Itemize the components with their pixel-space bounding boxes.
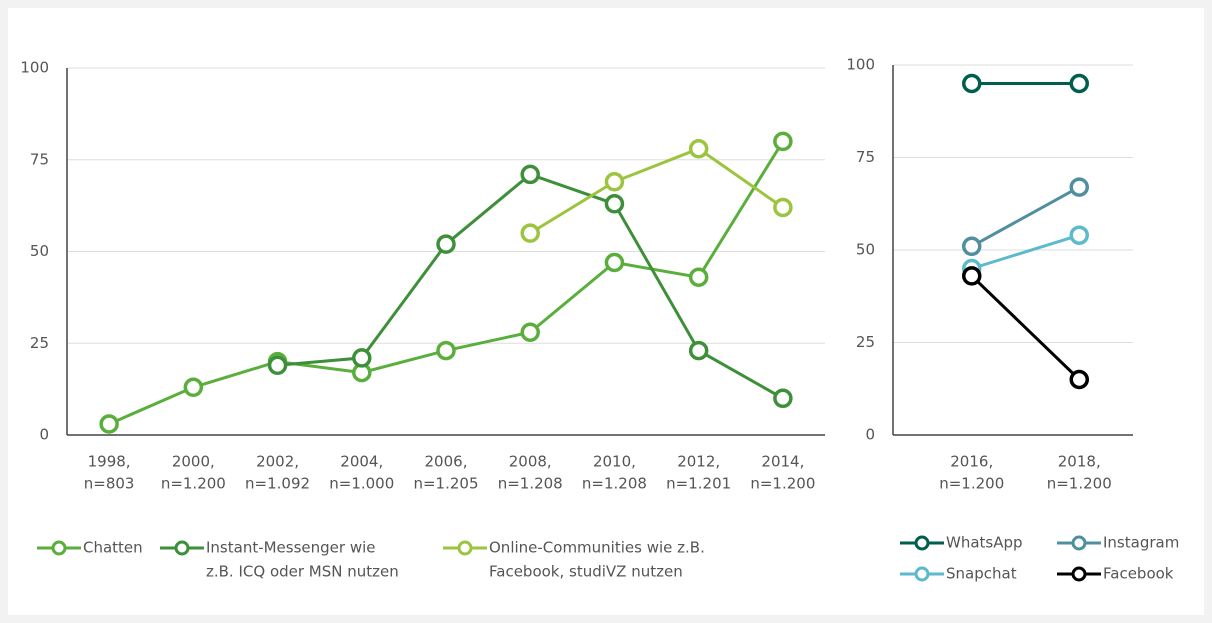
data-point [1069, 369, 1089, 390]
x-tick-label: 2014, [761, 453, 804, 471]
legend-key [914, 535, 930, 551]
data-point [962, 236, 982, 257]
data-point [604, 252, 625, 273]
x-tick-label: n=1.208 [498, 475, 563, 493]
x-tick-label: 2006, [425, 453, 468, 471]
data-point [1069, 177, 1089, 197]
data-point [520, 223, 540, 243]
legend-key [174, 540, 190, 556]
x-tick-label: 2000, [172, 453, 215, 471]
data-point [688, 340, 709, 361]
legend-label: Online-Communities wie z.B. [489, 539, 705, 557]
x-tick-label: n=1.200 [750, 475, 815, 493]
legend-label: Instagram [1103, 534, 1179, 552]
x-tick-label: 2010, [593, 453, 636, 471]
y-tick-label: 75 [30, 150, 49, 168]
x-tick-label: 1998, [88, 453, 131, 471]
data-point [99, 414, 119, 434]
panel [8, 8, 1204, 615]
data-point [688, 138, 709, 159]
data-point [520, 164, 540, 185]
x-tick-label: n=1.200 [1047, 475, 1112, 493]
series-line [529, 147, 784, 235]
data-point [604, 194, 625, 214]
x-tick-label: 2008, [509, 453, 552, 471]
data-point [352, 348, 372, 368]
x-tick-label: n=1.092 [245, 475, 310, 493]
y-tick-label: 0 [39, 426, 49, 444]
data-point [962, 266, 982, 286]
y-tick-label: 100 [20, 59, 49, 77]
data-point [688, 267, 709, 287]
x-tick-label: 2002, [256, 453, 299, 471]
series-line [971, 233, 1080, 270]
y-tick-label: 0 [865, 426, 875, 444]
x-tick-label: 2012, [677, 453, 720, 471]
y-tick-label: 100 [846, 56, 875, 74]
legend-key [457, 540, 473, 556]
data-point [183, 377, 204, 398]
data-point [773, 197, 793, 218]
data-point [1069, 225, 1089, 245]
x-tick-label: n=1.200 [939, 475, 1004, 493]
data-point [773, 388, 793, 409]
x-tick-label: n=1.208 [582, 475, 647, 493]
data-point [962, 73, 982, 94]
legend-label: Facebook, studiVZ nutzen [489, 563, 683, 581]
x-tick-label: n=1.201 [666, 475, 731, 493]
y-tick-label: 25 [30, 334, 49, 352]
legend-label: Snapchat [946, 565, 1017, 583]
x-tick-label: 2016, [950, 453, 993, 471]
y-tick-label: 25 [856, 333, 875, 351]
data-point [773, 131, 793, 152]
y-tick-label: 50 [30, 242, 49, 260]
y-tick-label: 50 [856, 241, 875, 259]
data-point [520, 322, 540, 342]
x-tick-label: n=1.000 [329, 475, 394, 493]
legend-key [914, 566, 930, 582]
legend-key [1071, 535, 1087, 551]
legend-label: z.B. ICQ oder MSN nutzen [206, 563, 399, 581]
x-tick-label: 2018, [1058, 453, 1101, 471]
x-tick-label: n=1.205 [413, 475, 478, 493]
legend-label: Instant-Messenger wie [206, 539, 376, 557]
x-tick-label: n=1.200 [161, 475, 226, 493]
series-line [971, 185, 1080, 248]
data-point [1069, 73, 1089, 94]
data-point [436, 340, 456, 361]
series-line [970, 274, 1081, 381]
x-tick-label: 2004, [340, 453, 383, 471]
legend-key [51, 540, 67, 556]
x-tick-label: n=803 [84, 475, 135, 493]
legend-key [1071, 566, 1087, 582]
y-tick-label: 75 [856, 148, 875, 166]
legend-label: Chatten [83, 539, 143, 557]
data-point [267, 355, 288, 376]
data-point [436, 234, 456, 254]
data-point [604, 172, 625, 192]
legend-label: WhatsApp [946, 534, 1023, 552]
legend-label: Facebook [1103, 565, 1174, 583]
